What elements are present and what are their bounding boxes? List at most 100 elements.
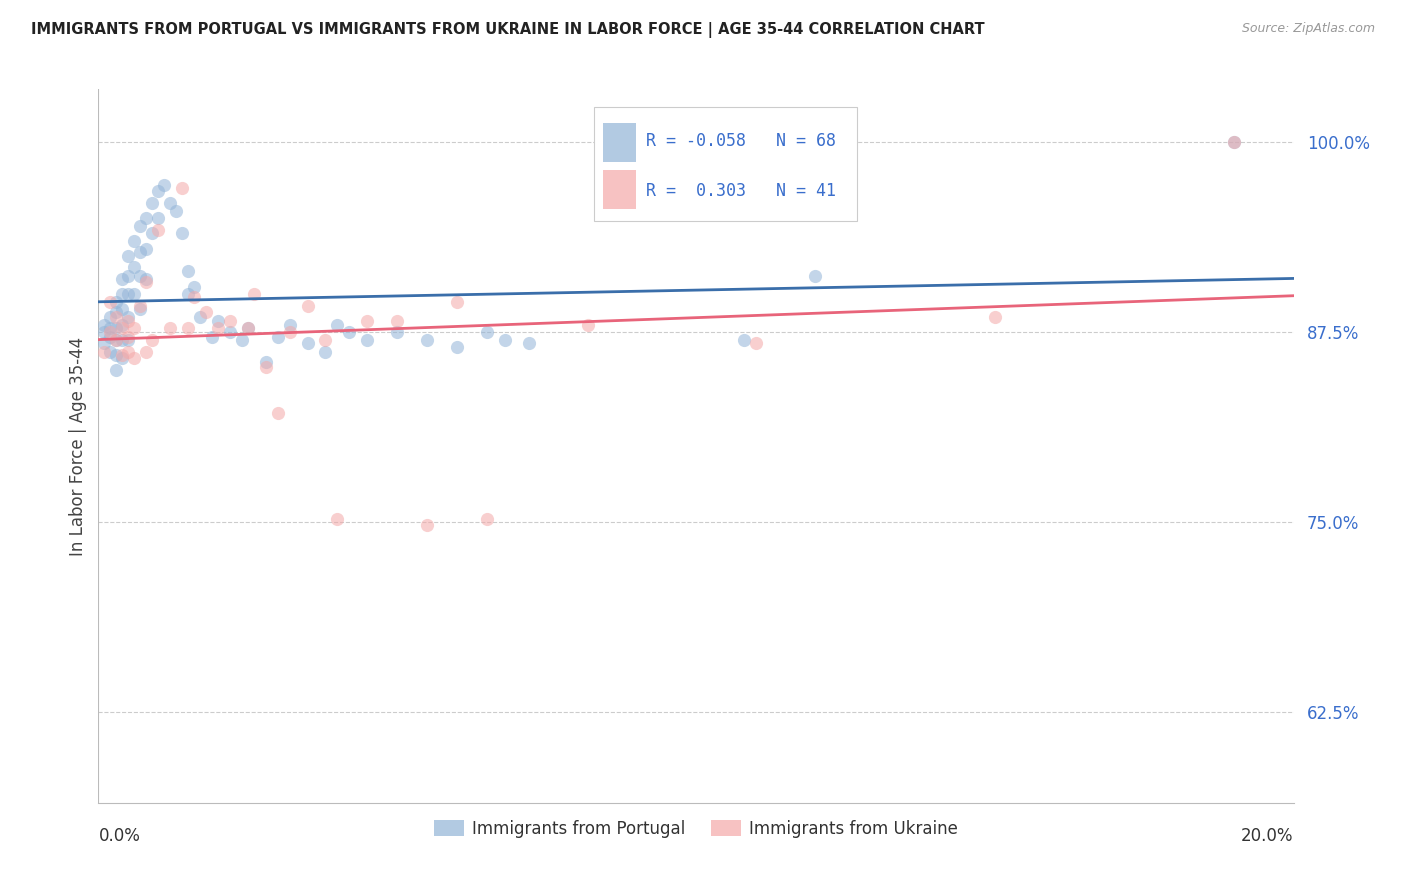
Point bbox=[98, 344, 122, 359]
Point bbox=[207, 320, 229, 334]
Point bbox=[148, 184, 170, 198]
Point bbox=[195, 305, 218, 319]
Point bbox=[177, 287, 200, 301]
Point bbox=[267, 329, 290, 343]
Point bbox=[416, 333, 439, 347]
Point bbox=[98, 320, 122, 334]
Point bbox=[733, 333, 755, 347]
Point bbox=[207, 314, 229, 328]
Point bbox=[159, 320, 181, 334]
Text: R = -0.058   N = 68: R = -0.058 N = 68 bbox=[645, 132, 835, 150]
Point bbox=[105, 305, 128, 319]
Text: Source: ZipAtlas.com: Source: ZipAtlas.com bbox=[1241, 22, 1375, 36]
Point bbox=[231, 333, 253, 347]
Point bbox=[356, 333, 378, 347]
Point bbox=[98, 325, 122, 339]
Point bbox=[416, 518, 439, 533]
Y-axis label: In Labor Force | Age 35-44: In Labor Force | Age 35-44 bbox=[69, 336, 87, 556]
Point bbox=[129, 219, 152, 233]
Point bbox=[135, 275, 157, 289]
Point bbox=[153, 178, 176, 192]
Point bbox=[124, 320, 146, 334]
Point bbox=[315, 344, 337, 359]
Point bbox=[745, 335, 768, 350]
Point bbox=[135, 344, 157, 359]
Point bbox=[236, 320, 259, 334]
Point bbox=[135, 272, 157, 286]
Point bbox=[117, 287, 139, 301]
Point bbox=[111, 333, 134, 347]
Point bbox=[236, 320, 259, 334]
Point bbox=[243, 287, 266, 301]
Point bbox=[93, 344, 115, 359]
Point bbox=[446, 294, 468, 309]
Point bbox=[117, 249, 139, 263]
Point bbox=[984, 310, 1007, 324]
Point bbox=[124, 287, 146, 301]
Point bbox=[124, 234, 146, 248]
Point bbox=[148, 211, 170, 226]
Point bbox=[1223, 136, 1246, 150]
Point bbox=[475, 512, 498, 526]
Point bbox=[129, 244, 152, 259]
Point bbox=[105, 333, 128, 347]
Point bbox=[111, 318, 134, 332]
Point bbox=[98, 310, 122, 324]
Point bbox=[578, 318, 600, 332]
Point bbox=[93, 325, 115, 339]
Point bbox=[124, 260, 146, 274]
Point bbox=[129, 299, 152, 313]
Point bbox=[315, 333, 337, 347]
Point bbox=[93, 335, 115, 350]
Point bbox=[105, 310, 128, 324]
Point bbox=[517, 335, 540, 350]
Point bbox=[177, 264, 200, 278]
Point bbox=[105, 320, 128, 334]
Point bbox=[98, 329, 122, 343]
Point bbox=[129, 302, 152, 317]
Point bbox=[201, 329, 224, 343]
Point bbox=[339, 325, 361, 339]
Point bbox=[117, 329, 139, 343]
Point bbox=[111, 351, 134, 365]
Point bbox=[1223, 136, 1246, 150]
Point bbox=[172, 227, 194, 241]
Point bbox=[278, 318, 301, 332]
Point bbox=[254, 359, 277, 374]
Point bbox=[141, 227, 163, 241]
Point bbox=[165, 203, 187, 218]
Point bbox=[105, 363, 128, 377]
Point bbox=[105, 348, 128, 362]
Point bbox=[159, 196, 181, 211]
Point bbox=[93, 318, 115, 332]
Point bbox=[172, 181, 194, 195]
Point bbox=[141, 333, 163, 347]
Point bbox=[135, 242, 157, 256]
Point bbox=[105, 333, 128, 347]
Point bbox=[111, 320, 134, 334]
Point bbox=[219, 325, 242, 339]
Text: 0.0%: 0.0% bbox=[98, 827, 141, 845]
Point bbox=[129, 268, 152, 283]
Point bbox=[267, 406, 290, 420]
Point bbox=[297, 335, 319, 350]
Point bbox=[105, 294, 128, 309]
Point bbox=[494, 333, 516, 347]
Point bbox=[297, 299, 319, 313]
FancyBboxPatch shape bbox=[603, 123, 637, 162]
Point bbox=[141, 196, 163, 211]
Point bbox=[475, 325, 498, 339]
Point bbox=[183, 279, 205, 293]
Point bbox=[219, 314, 242, 328]
Point bbox=[183, 290, 205, 304]
Point bbox=[124, 351, 146, 365]
Point bbox=[111, 302, 134, 317]
Point bbox=[117, 314, 139, 328]
Legend: Immigrants from Portugal, Immigrants from Ukraine: Immigrants from Portugal, Immigrants fro… bbox=[427, 814, 965, 845]
Point bbox=[385, 314, 409, 328]
Point bbox=[446, 340, 468, 354]
Point bbox=[254, 355, 277, 369]
Point bbox=[117, 344, 139, 359]
Text: IMMIGRANTS FROM PORTUGAL VS IMMIGRANTS FROM UKRAINE IN LABOR FORCE | AGE 35-44 C: IMMIGRANTS FROM PORTUGAL VS IMMIGRANTS F… bbox=[31, 22, 984, 38]
Point bbox=[804, 268, 827, 283]
